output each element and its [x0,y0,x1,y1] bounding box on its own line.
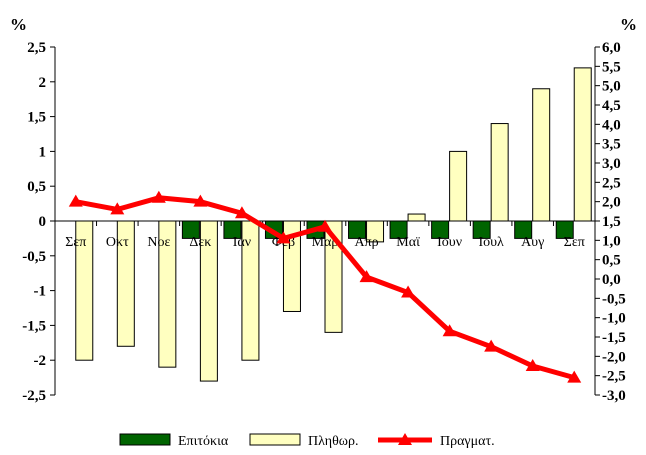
category-label: Ιαν [233,235,251,250]
left-tick-label: -2 [34,353,47,369]
category-label: Οκτ [106,235,129,250]
line-marker [318,219,332,232]
left-tick-label: 1,5 [27,110,46,126]
line-marker [193,194,208,207]
line-marker [359,270,374,283]
bar-inflation [532,88,551,222]
right-tick-label: -2,5 [602,369,626,385]
right-tick-label: 5,0 [602,79,621,95]
legend-marker-real [398,433,412,445]
right-tick-label: 1,5 [602,214,621,230]
category-label: Σεπ [65,235,86,250]
right-tick-label: 5,5 [602,59,621,75]
right-tick-label: 6,0 [602,40,621,56]
bar-inflation [490,123,509,222]
right-tick-label: 0,0 [602,272,621,288]
right-tick-label: -1,0 [602,311,626,327]
category-label: Νοε [147,235,170,250]
bar-inflation [449,150,468,222]
left-tick-label: -0,5 [22,249,46,265]
line-marker [234,206,249,219]
category-label: Δεκ [189,235,211,250]
left-tick-label: -1 [34,284,47,300]
legend-swatch-inflation [249,433,301,446]
left-tick-label: -2,5 [22,388,46,404]
right-tick-label: 0,5 [602,253,621,269]
right-tick-label: 3,0 [602,156,621,172]
category-label: Αυγ [521,235,544,250]
right-tick-label: -0,5 [602,291,626,307]
right-tick-label: 3,5 [602,137,621,153]
category-label: Μαϊ [396,235,420,250]
right-tick-label: 2,0 [602,195,621,211]
right-tick-label: 4,0 [602,117,621,133]
bar-inflation [407,213,426,222]
line-marker [401,285,416,298]
category-label: Ιουλ [478,235,504,250]
line-marker [68,194,83,207]
right-tick-label: 2,5 [602,175,621,191]
left-tick-label: 0 [39,214,47,230]
category-label: Ιουν [437,235,462,250]
left-tick-label: 0,5 [27,179,46,195]
legend: Επιτόκια Πληθωρ. Πραγματ. [119,433,495,449]
category-label: Απρ [354,235,378,250]
right-tick-label: -2,0 [602,349,626,365]
legend-label-real: Πραγματ. [440,434,495,449]
bar-inflation [573,67,592,222]
left-tick-label: -1,5 [22,318,46,334]
line-marker [442,324,457,337]
left-tick-label: 2 [39,75,47,91]
line-marker [276,231,291,244]
legend-swatch-rates [119,433,171,446]
line-marker [484,339,499,352]
legend-label-rates: Επιτόκια [178,434,229,449]
line-marker [567,370,582,383]
plot-area: 2,5 2 1,5 1 0,5 0 -0,5 -1 -1,5 -2 -2,5 6,0 5,5 5,0 4,5… [22,40,626,404]
left-tick-label: 2,5 [27,40,46,56]
category-label: Σεπ [564,235,585,250]
right-tick-label: -1,5 [602,330,626,346]
right-tick-label: -3,0 [602,388,626,404]
line-marker [525,359,540,371]
left-tick-label: 1 [39,144,47,160]
right-tick-label: 4,5 [602,98,621,114]
legend-label-inflation: Πληθωρ. [308,434,359,449]
right-tick-label: 1,0 [602,233,621,249]
left-axis-unit: % [10,15,27,34]
line-marker [151,190,166,203]
right-axis-unit: % [620,15,637,34]
line-marker [110,202,125,215]
